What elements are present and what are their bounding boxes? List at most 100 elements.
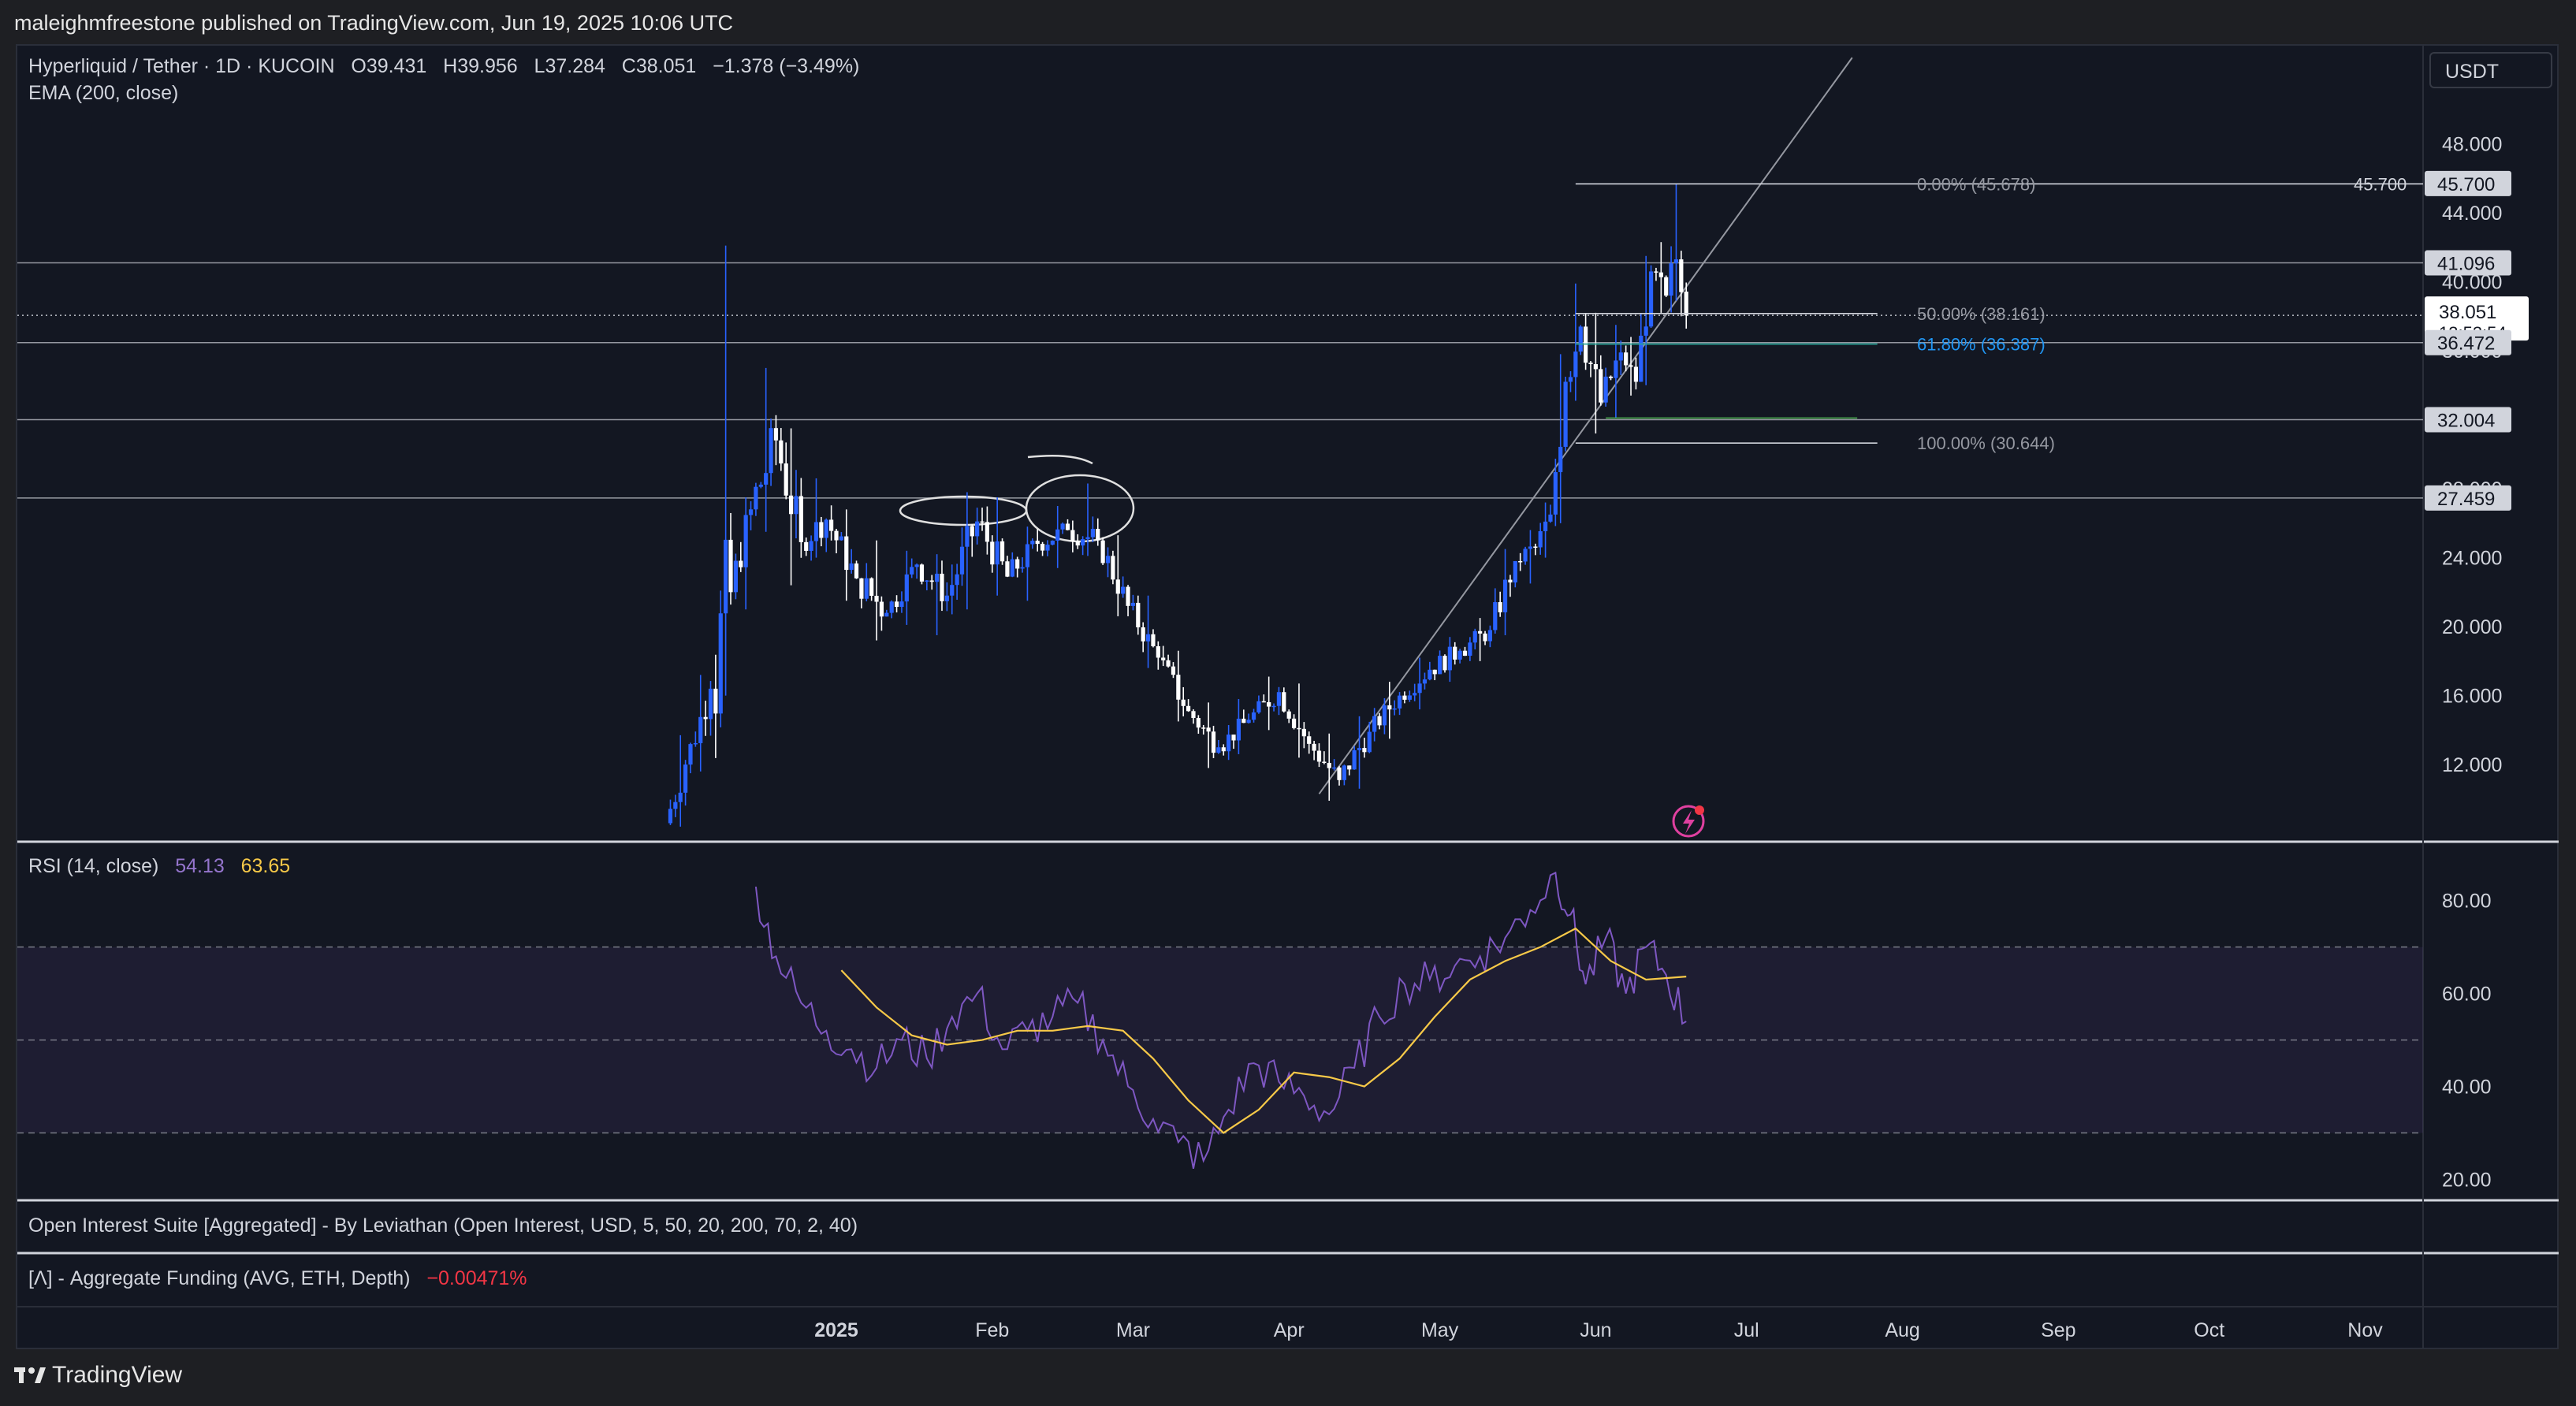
- candle-body[interactable]: [839, 536, 843, 541]
- candle-body[interactable]: [869, 578, 874, 596]
- candle-body[interactable]: [1316, 750, 1322, 762]
- candle-body[interactable]: [779, 440, 784, 464]
- candle-body[interactable]: [1181, 699, 1186, 706]
- candle-body[interactable]: [1629, 365, 1633, 367]
- candle-body[interactable]: [1115, 579, 1120, 594]
- candle-body[interactable]: [1105, 556, 1111, 564]
- candle-body[interactable]: [914, 564, 919, 567]
- candle-body[interactable]: [1624, 352, 1629, 366]
- candle-body[interactable]: [1121, 586, 1126, 594]
- candle-body[interactable]: [1679, 259, 1684, 292]
- candle-body[interactable]: [1227, 735, 1231, 752]
- candle-body[interactable]: [1176, 675, 1181, 700]
- candle-body[interactable]: [980, 521, 985, 523]
- symbol-legend[interactable]: Hyperliquid / Tether · 1D · KUCOIN O39.4…: [28, 55, 859, 78]
- candle-body[interactable]: [764, 473, 769, 485]
- price-label-box[interactable]: [2425, 250, 2511, 276]
- candle-body[interactable]: [1025, 544, 1030, 567]
- candle-body[interactable]: [1548, 514, 1553, 522]
- candle-body[interactable]: [1231, 735, 1236, 741]
- candle-body[interactable]: [1618, 352, 1623, 361]
- candle-body[interactable]: [1472, 630, 1477, 643]
- candle-body[interactable]: [1664, 277, 1669, 296]
- candle-body[interactable]: [1297, 727, 1301, 730]
- candle-body[interactable]: [1614, 360, 1618, 378]
- candle-body[interactable]: [688, 744, 693, 765]
- candle-body[interactable]: [1301, 728, 1306, 737]
- candle-body[interactable]: [1538, 531, 1543, 548]
- candle-body[interactable]: [1130, 602, 1136, 606]
- rsi-line[interactable]: [754, 871, 1687, 1170]
- candle-body[interactable]: [1593, 363, 1598, 370]
- candle-body[interactable]: [1211, 731, 1216, 753]
- candle-body[interactable]: [1291, 718, 1297, 728]
- candle-body[interactable]: [673, 802, 678, 809]
- candle-body[interactable]: [1508, 579, 1513, 583]
- candle-body[interactable]: [1407, 695, 1412, 700]
- candle-body[interactable]: [1487, 630, 1492, 642]
- candle-body[interactable]: [813, 522, 819, 541]
- candle-body[interactable]: [1020, 567, 1025, 569]
- candle-body[interactable]: [1081, 539, 1085, 546]
- candle-body[interactable]: [1060, 523, 1065, 530]
- candle-body[interactable]: [1457, 650, 1462, 660]
- candle-body[interactable]: [1658, 272, 1663, 277]
- price-label-box[interactable]: [2425, 329, 2511, 355]
- candle-body[interactable]: [1498, 602, 1502, 612]
- candle-body[interactable]: [1221, 747, 1226, 752]
- trendline[interactable]: [1318, 57, 1853, 794]
- candle-body[interactable]: [1096, 529, 1100, 541]
- candle-body[interactable]: [819, 522, 824, 538]
- candle-body[interactable]: [929, 580, 934, 582]
- candle-body[interactable]: [1050, 540, 1055, 545]
- candle-body[interactable]: [834, 530, 839, 541]
- candle-body[interactable]: [1392, 708, 1397, 710]
- candle-body[interactable]: [995, 541, 1000, 565]
- rsi-ma-line[interactable]: [840, 927, 1687, 1134]
- lightning-alert-icon[interactable]: [1672, 805, 1705, 838]
- candle-body[interactable]: [1206, 727, 1211, 732]
- candle-body[interactable]: [1312, 743, 1316, 751]
- candle-body[interactable]: [889, 601, 894, 613]
- candle-body[interactable]: [769, 428, 773, 474]
- candle-body[interactable]: [1256, 701, 1261, 712]
- candle-body[interactable]: [1030, 541, 1035, 545]
- candle-body[interactable]: [748, 509, 754, 515]
- candle-body[interactable]: [1639, 335, 1644, 382]
- candle-body[interactable]: [899, 601, 904, 608]
- candle-body[interactable]: [925, 580, 929, 582]
- candle-body[interactable]: [713, 688, 718, 714]
- candle-body[interactable]: [1468, 642, 1472, 657]
- candle-body[interactable]: [1075, 541, 1080, 546]
- candle-body[interactable]: [1005, 561, 1010, 577]
- candle-body[interactable]: [959, 546, 965, 575]
- candle-body[interactable]: [1543, 521, 1548, 532]
- candle-body[interactable]: [798, 496, 803, 542]
- candle-body[interactable]: [1563, 381, 1568, 447]
- candle-body[interactable]: [879, 601, 884, 617]
- candle-body[interactable]: [693, 742, 698, 745]
- candle-body[interactable]: [718, 613, 723, 714]
- annotation-circle[interactable]: [1025, 474, 1135, 543]
- candle-body[interactable]: [1644, 326, 1648, 336]
- candle-body[interactable]: [1502, 579, 1508, 612]
- candle-body[interactable]: [1276, 692, 1282, 706]
- candle-body[interactable]: [1654, 271, 1658, 273]
- candle-body[interactable]: [698, 716, 703, 743]
- candle-body[interactable]: [1191, 711, 1196, 719]
- candle-body[interactable]: [1352, 749, 1357, 770]
- candle-body[interactable]: [1216, 747, 1221, 753]
- candle-body[interactable]: [728, 539, 733, 593]
- candle-body[interactable]: [910, 567, 914, 575]
- candle-body[interactable]: [1156, 645, 1160, 658]
- candle-body[interactable]: [950, 585, 955, 596]
- candle-body[interactable]: [1126, 586, 1130, 606]
- candle-body[interactable]: [1673, 259, 1679, 264]
- candle-body[interactable]: [1196, 718, 1201, 728]
- candle-body[interactable]: [849, 563, 854, 571]
- candle-body[interactable]: [1085, 537, 1090, 540]
- candle-body[interactable]: [1246, 720, 1251, 723]
- candle-body[interactable]: [1161, 657, 1166, 660]
- candle-body[interactable]: [1493, 602, 1498, 630]
